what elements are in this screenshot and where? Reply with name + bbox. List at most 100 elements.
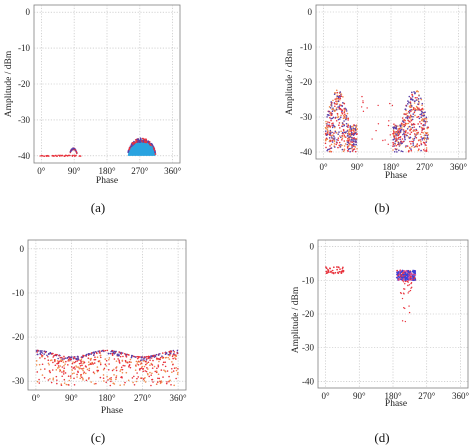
scatter-point bbox=[411, 126, 414, 129]
scatter-point bbox=[336, 94, 338, 97]
scatter-point bbox=[147, 141, 149, 143]
scatter-point bbox=[360, 106, 363, 108]
scatter-point bbox=[343, 102, 346, 105]
scatter-point bbox=[157, 377, 159, 380]
scatter-point bbox=[399, 135, 402, 138]
scatter-point bbox=[325, 267, 328, 270]
scatter-point bbox=[144, 381, 147, 383]
scatter-point bbox=[352, 127, 355, 129]
scatter-point bbox=[348, 144, 351, 146]
scatter-point bbox=[334, 117, 337, 119]
scatter-point bbox=[408, 117, 411, 119]
scatter-point bbox=[329, 129, 332, 132]
scatter-point bbox=[409, 140, 411, 143]
scatter-point bbox=[137, 361, 139, 363]
scatter-point bbox=[406, 134, 408, 137]
scatter-point bbox=[339, 136, 342, 139]
scatter-point bbox=[79, 155, 81, 157]
scatter-point bbox=[82, 360, 84, 363]
scatter-point bbox=[411, 98, 413, 100]
scatter-point bbox=[172, 357, 174, 360]
scatter-point bbox=[426, 127, 429, 130]
scatter-point bbox=[416, 90, 418, 92]
scatter-point bbox=[420, 116, 423, 119]
scatter-point bbox=[351, 146, 353, 148]
scatter-point bbox=[140, 359, 142, 362]
scatter-point bbox=[399, 141, 402, 143]
scatter-point bbox=[414, 130, 416, 132]
scatter-point bbox=[41, 374, 44, 376]
scatter-point bbox=[36, 380, 39, 383]
scatter-point bbox=[401, 127, 403, 129]
scatter-point bbox=[118, 359, 120, 362]
scatter-point bbox=[408, 150, 410, 152]
scatter-point bbox=[405, 105, 408, 107]
scatter-point bbox=[51, 369, 54, 371]
scatter-point bbox=[48, 370, 51, 372]
scatter-point bbox=[346, 112, 349, 115]
scatter-point bbox=[35, 364, 38, 366]
scatter-point bbox=[67, 358, 70, 361]
scatter-point bbox=[175, 377, 177, 380]
scatter-point bbox=[86, 368, 89, 371]
scatter-point bbox=[326, 114, 329, 116]
scatter-point bbox=[397, 138, 399, 140]
scatter-point bbox=[422, 115, 425, 117]
scatter-point bbox=[328, 121, 331, 124]
scatter-point bbox=[392, 141, 394, 144]
scatter-point bbox=[331, 117, 334, 120]
scatter-point bbox=[399, 125, 402, 128]
scatter-point bbox=[399, 131, 402, 133]
scatter-point bbox=[352, 148, 355, 151]
scatter-point bbox=[333, 137, 336, 139]
scatter-point bbox=[134, 369, 137, 371]
scatter-point bbox=[408, 277, 411, 279]
scatter-point bbox=[355, 141, 358, 143]
scatter-point bbox=[407, 122, 410, 125]
x-tick-label: 180° bbox=[98, 393, 116, 403]
scatter-point bbox=[339, 95, 341, 98]
scatter-point bbox=[77, 370, 79, 373]
scatter-point bbox=[56, 367, 59, 369]
scatter-point bbox=[155, 357, 158, 360]
scatter-point bbox=[57, 361, 60, 364]
scatter-point bbox=[150, 374, 152, 376]
scatter-point bbox=[79, 375, 82, 377]
scatter-point bbox=[147, 368, 149, 370]
scatter-point bbox=[141, 365, 144, 368]
scatter-point bbox=[392, 134, 395, 136]
scatter-point bbox=[65, 360, 67, 363]
scatter-point bbox=[351, 139, 354, 141]
scatter-point bbox=[347, 117, 350, 120]
scatter-point bbox=[326, 126, 329, 129]
scatter-point bbox=[141, 356, 143, 358]
scatter-point bbox=[327, 269, 330, 272]
scatter-point bbox=[90, 352, 93, 354]
scatter-point bbox=[125, 371, 128, 374]
scatter-point bbox=[408, 284, 411, 286]
scatter-point bbox=[146, 362, 148, 365]
x-tick-label: 360° bbox=[452, 391, 470, 401]
scatter-point bbox=[87, 361, 90, 363]
scatter-point bbox=[103, 367, 106, 370]
scatter-point bbox=[400, 128, 403, 131]
scatter-point bbox=[400, 292, 402, 295]
scatter-point bbox=[64, 372, 67, 374]
y-tick-labels-d: 0 -10 -20 -30 -40 bbox=[302, 242, 315, 387]
scatter-point bbox=[133, 383, 136, 386]
scatter-point bbox=[399, 269, 401, 272]
scatter-point bbox=[39, 368, 42, 371]
scatter-point bbox=[163, 369, 165, 371]
x-tick-label: 360° bbox=[170, 393, 188, 403]
scatter-point bbox=[145, 370, 148, 373]
scatter-point bbox=[340, 95, 343, 98]
scatter-point bbox=[340, 271, 342, 273]
scatter-point bbox=[76, 355, 79, 358]
scatter-point bbox=[347, 119, 349, 121]
scatter-point bbox=[416, 143, 419, 145]
scatter-point bbox=[424, 111, 426, 113]
scatter-point bbox=[177, 371, 179, 374]
scatter-point bbox=[151, 372, 153, 375]
scatter-point bbox=[408, 275, 411, 278]
scatter-point bbox=[159, 382, 162, 385]
